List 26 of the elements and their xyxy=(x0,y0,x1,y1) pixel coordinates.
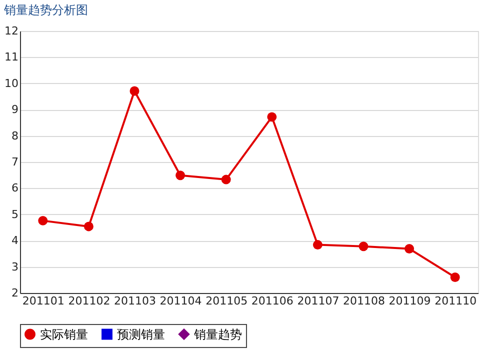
y-tick-label: 10 xyxy=(4,76,18,90)
y-tick-label: 12 xyxy=(4,24,18,38)
legend-label: 预测销量 xyxy=(117,327,165,342)
x-tick-label: 201106 xyxy=(251,294,294,308)
legend-label: 销量趋势 xyxy=(193,327,242,342)
x-tick-label: 201110 xyxy=(434,294,477,308)
point xyxy=(404,244,414,254)
legend-label: 实际销量 xyxy=(40,327,88,342)
y-tick-label: 4 xyxy=(12,234,18,248)
y-tick-label: 5 xyxy=(12,208,18,221)
y-tick-label: 8 xyxy=(12,129,18,142)
x-tick-label: 201107 xyxy=(297,294,340,308)
chart-title: 销量趋势分析图 xyxy=(3,3,88,17)
y-tick-label: 9 xyxy=(12,103,18,116)
y-tick-label: 3 xyxy=(12,260,18,274)
y-tick-label: 7 xyxy=(12,156,18,168)
x-tick-label: 201101 xyxy=(22,294,64,308)
y-tick-label: 2 xyxy=(12,286,18,300)
x-tick-label: 201104 xyxy=(160,294,202,308)
x-tick-label: 201103 xyxy=(114,294,156,308)
x-tick-label: 201108 xyxy=(343,294,385,308)
y-tick-label: 6 xyxy=(12,182,18,195)
y-tick-label: 11 xyxy=(4,50,18,64)
x-tick-label: 201105 xyxy=(206,294,248,308)
x-tick-label: 201109 xyxy=(388,294,431,308)
x-tick-label: 201102 xyxy=(68,294,110,308)
